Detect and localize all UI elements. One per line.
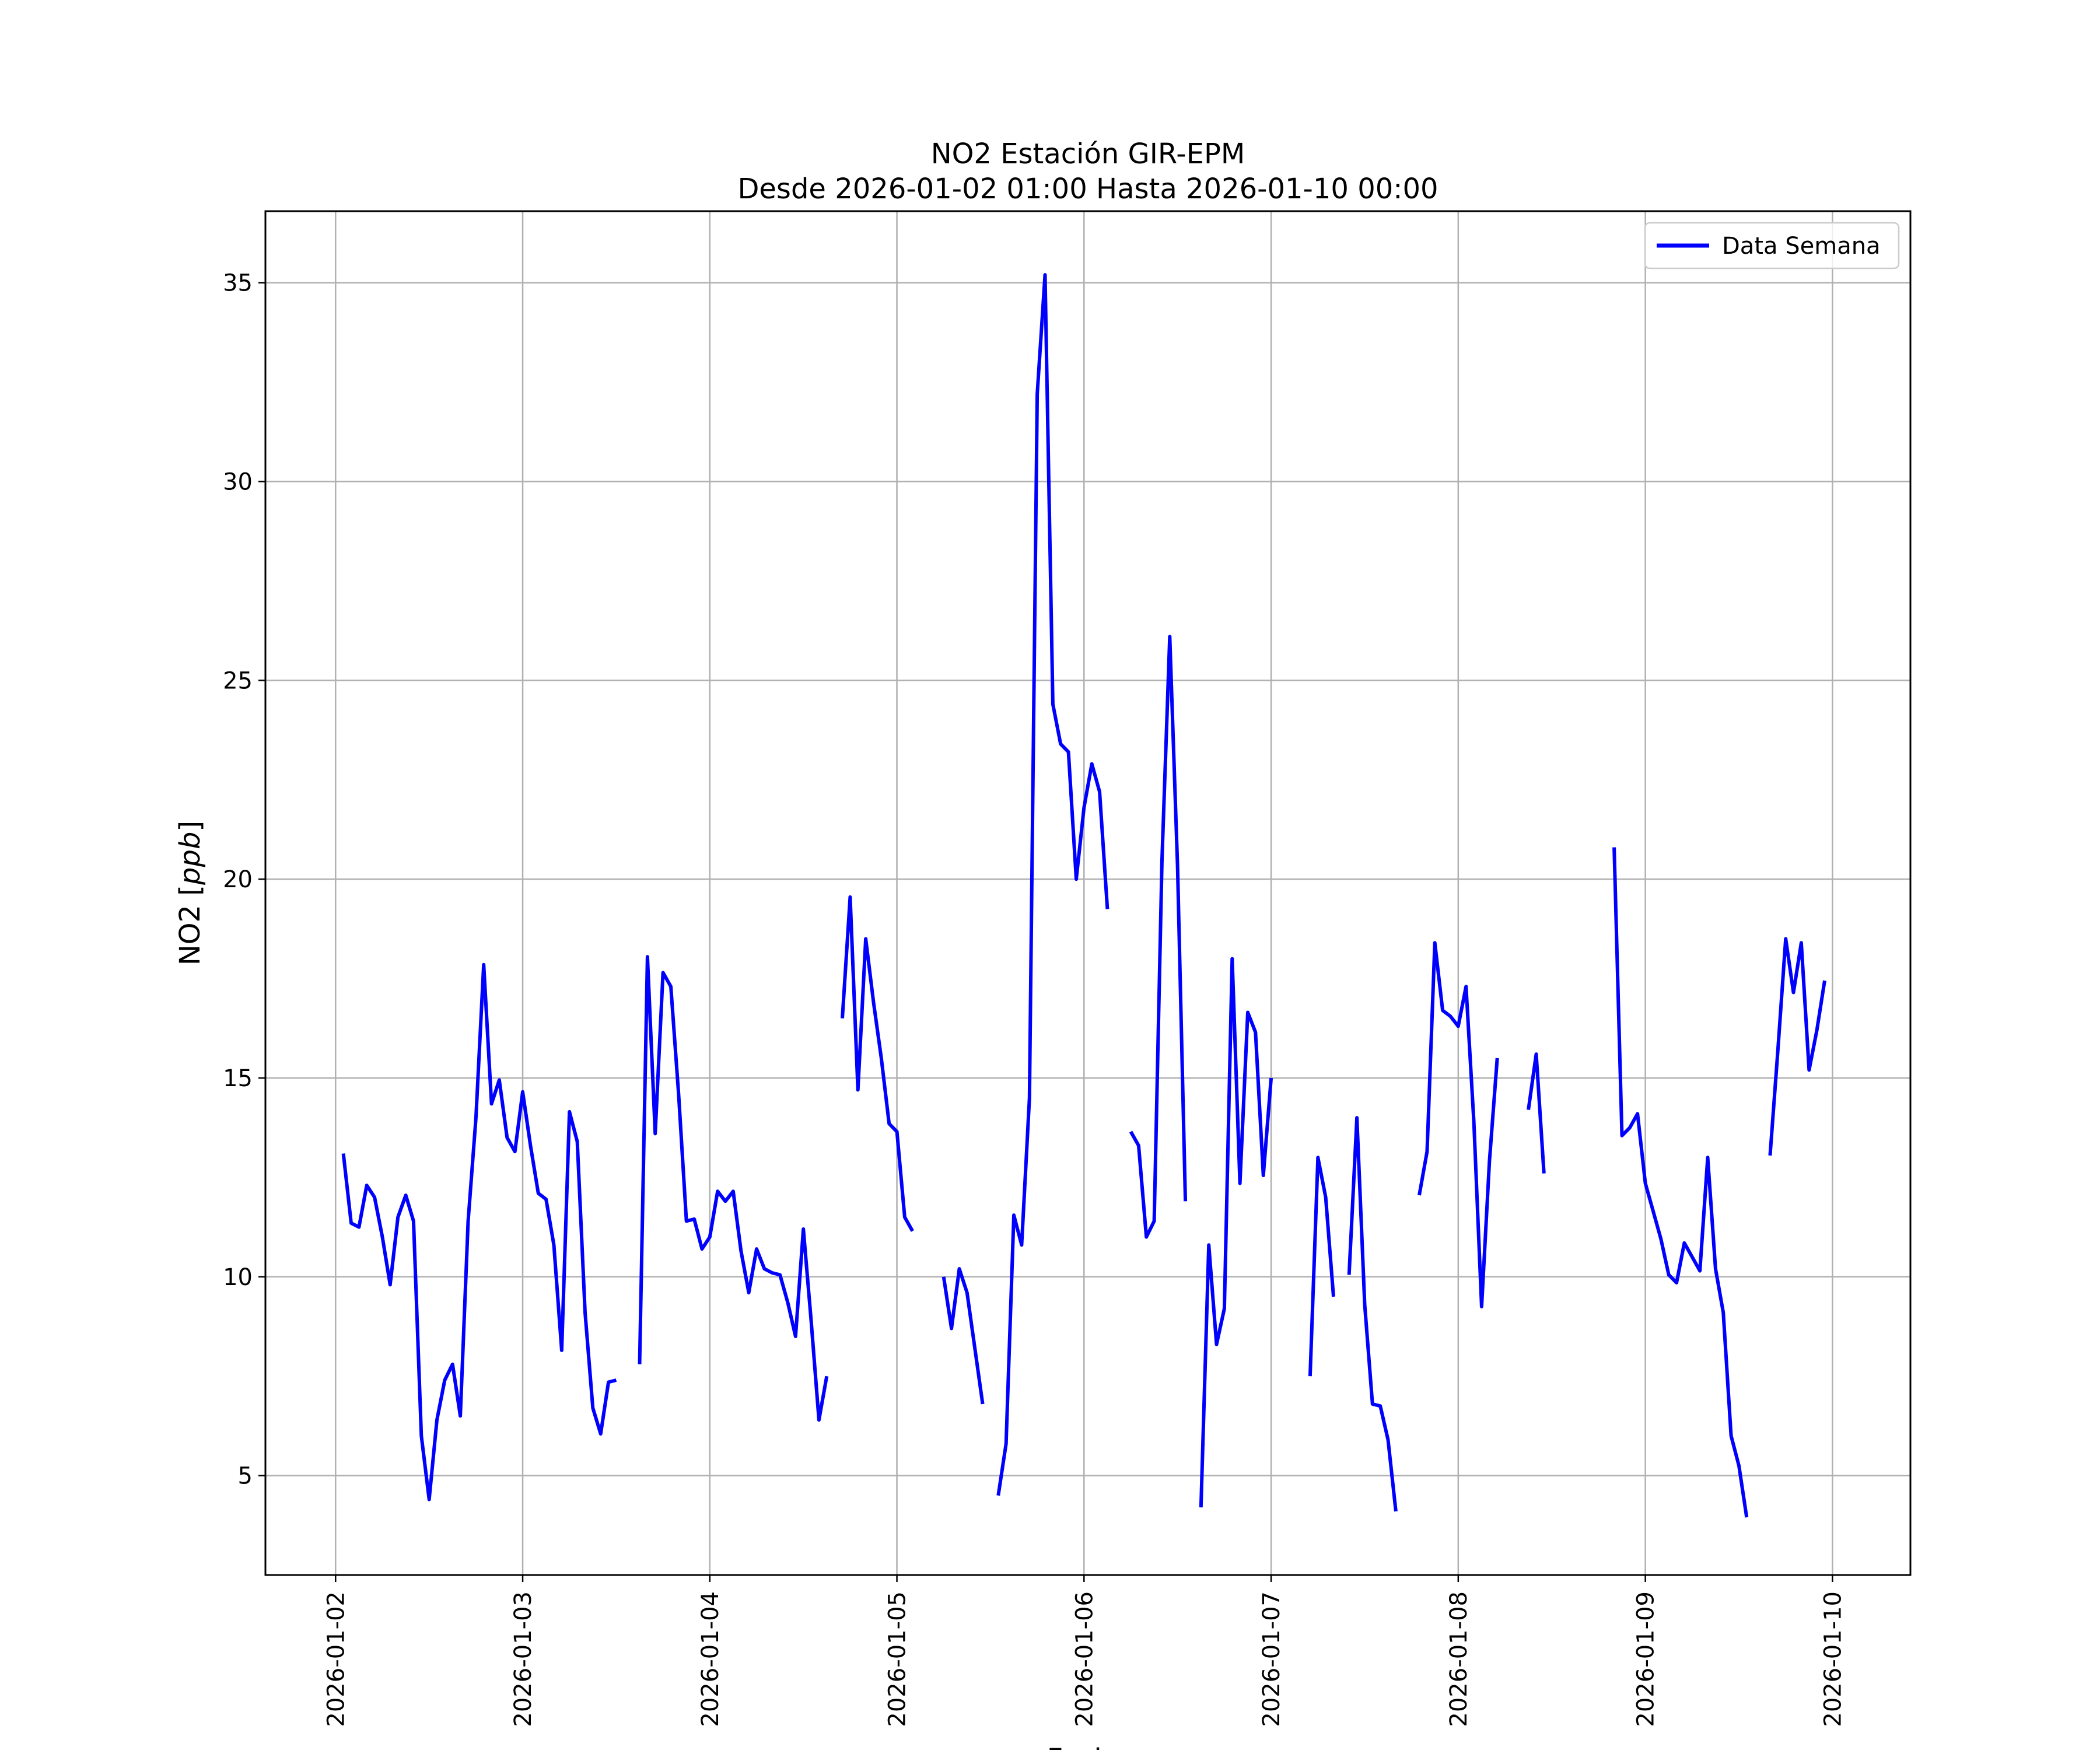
y-tick-label: 5 bbox=[238, 1463, 253, 1490]
data-series bbox=[341, 273, 1826, 1518]
series-line-segment bbox=[1612, 847, 1749, 1518]
series-line-segment bbox=[1527, 1052, 1546, 1174]
y-axis: 5 10 15 20 25 30 35 bbox=[223, 270, 265, 1490]
x-axis: 2026-01-02 2026-01-03 2026-01-04 2026-01-05… bbox=[323, 1575, 1846, 1727]
y-tick-label: 10 bbox=[223, 1264, 253, 1291]
x-tick-label: 2026-01-02 bbox=[323, 1591, 349, 1727]
grid-lines bbox=[265, 211, 1910, 1575]
y-tick-label: 30 bbox=[223, 469, 253, 496]
y-axis-label-main: NO2 [ bbox=[174, 885, 206, 965]
series-line-segment bbox=[1129, 635, 1188, 1239]
x-tick-label: 2026-01-08 bbox=[1446, 1591, 1472, 1727]
y-tick-label: 35 bbox=[223, 270, 253, 297]
x-axis-label: Fecha bbox=[1047, 1743, 1129, 1750]
series-line-segment bbox=[1308, 1156, 1335, 1377]
y-tick-label: 15 bbox=[223, 1065, 253, 1092]
legend-box bbox=[1644, 222, 1900, 270]
y-tick-label: 25 bbox=[223, 667, 253, 694]
series-line-segment bbox=[996, 273, 1110, 1496]
legend-label: Data Semana bbox=[1722, 233, 1881, 260]
y-axis-label-unit: ppb bbox=[174, 832, 206, 886]
y-axis-label: NO2 [ppb] bbox=[174, 821, 206, 965]
series-line-segment bbox=[1199, 957, 1273, 1508]
x-tick-label: 2026-01-07 bbox=[1258, 1591, 1285, 1727]
series-line-segment bbox=[1347, 1116, 1398, 1512]
y-tick-label: 20 bbox=[223, 866, 253, 893]
x-tick-label: 2026-01-06 bbox=[1071, 1591, 1098, 1727]
series-line-segment bbox=[341, 963, 617, 1502]
series-line-segment bbox=[1418, 941, 1499, 1308]
series-line-segment bbox=[638, 955, 829, 1422]
x-tick-label: 2026-01-10 bbox=[1819, 1591, 1846, 1727]
plot-frame bbox=[264, 210, 1912, 1576]
chart-title: NO2 Estación GIR-EPM bbox=[931, 138, 1245, 170]
x-tick-label: 2026-01-09 bbox=[1633, 1591, 1660, 1727]
chart-subtitle: Desde 2026-01-02 01:00 Hasta 2026-01-10 … bbox=[737, 173, 1438, 205]
legend: Data Semana bbox=[1644, 222, 1900, 270]
y-axis-label-close: ] bbox=[174, 821, 206, 832]
series-line-segment bbox=[942, 1267, 985, 1405]
x-tick-label: 2026-01-03 bbox=[510, 1591, 537, 1727]
x-tick-label: 2026-01-04 bbox=[697, 1591, 724, 1727]
series-line-segment bbox=[841, 895, 914, 1232]
series-line-segment bbox=[1768, 937, 1826, 1156]
x-tick-label: 2026-01-05 bbox=[884, 1591, 911, 1727]
